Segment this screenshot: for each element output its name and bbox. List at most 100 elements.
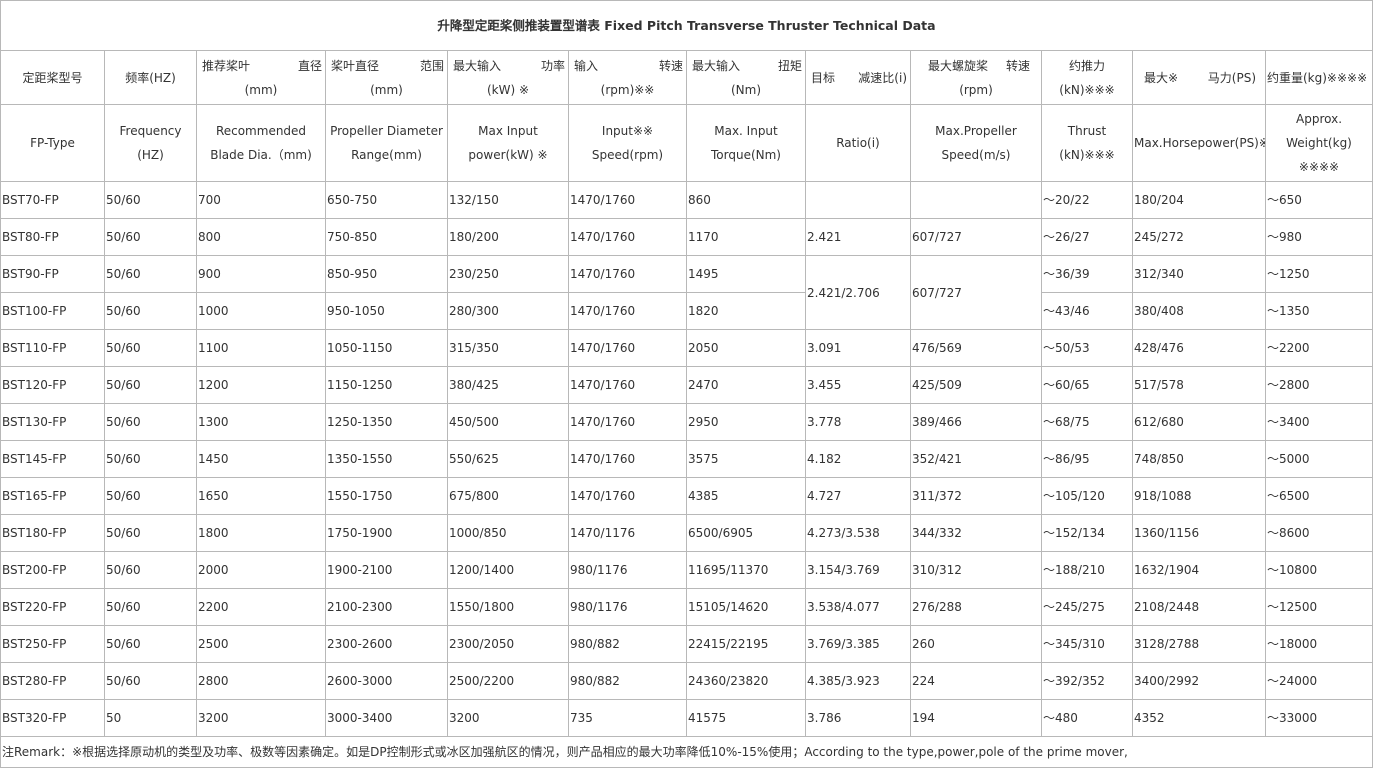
table-row: BST70-FP 50/60 700 650-750 132/150 1470/1760 8… (0, 181, 1373, 219)
cell-power: 315/350 (447, 329, 569, 367)
header-row-cn: 定距桨型号 频率(HZ) 推荐桨叶 直径 (mm) 桨叶直径 范围 (mm) 最大输入功… (0, 50, 1373, 105)
cell-range: 1750-1900 (325, 514, 448, 552)
cell-torque: 4385 (686, 477, 806, 515)
cell-thrust: ～50/53 (1041, 329, 1133, 367)
cell-hp: 612/680 (1132, 403, 1266, 441)
cell-thrust: ～26/27 (1041, 218, 1133, 256)
cell-speed: 980/1176 (568, 588, 687, 626)
cell-freq: 50/60 (104, 181, 197, 219)
header-power-cn: 最大输入 功率 (kW) ※ (447, 50, 569, 105)
cell-ratio: 3.091 (805, 329, 911, 367)
table-row: BST100-FP 50/60 1000 950-1050 280/300 1470/17… (0, 292, 1373, 330)
cell-model: BST250-FP (0, 625, 105, 663)
cell-hp: 1360/1156 (1132, 514, 1266, 552)
cell-range: 2100-2300 (325, 588, 448, 626)
table-row: BST180-FP 50/60 1800 1750-1900 1000/850 1470/… (0, 514, 1373, 552)
cell-power: 1200/1400 (447, 551, 569, 589)
cell-weight: ～6500 (1264, 477, 1373, 515)
table-row: BST90-FP 50/60 900 850-950 230/250 1470/1760 1… (0, 255, 1373, 330)
cell-ratio: 2.421 (805, 218, 911, 256)
table-row: BST145-FP 50/60 1450 1350-1550 550/625 1470/1… (0, 440, 1373, 478)
cell-ratio: 2.421/2.706 (805, 255, 911, 330)
cell-range: 2600-3000 (325, 662, 448, 700)
cell-freq: 50/60 (104, 403, 197, 441)
cell-weight: ～24000 (1264, 662, 1373, 700)
remark-text: 注Remark：※根据选择原动机的类型及功率、极数等因素确定。如是DP控制形式或… (0, 736, 1373, 768)
cell-prop: 476/569 (910, 329, 1042, 367)
cell-ratio: 3.154/3.769 (805, 551, 911, 589)
header-torque-cn: 最大输入 扭矩 (Nm) (686, 50, 806, 105)
cell-model: BST100-FP (0, 292, 105, 330)
header-weight-cn: 约重量(kg)※※※※ (1264, 50, 1373, 105)
header-frequency-en: Frequency (HZ) (104, 104, 197, 182)
cell-torque: 1170 (686, 218, 806, 256)
cell-range: 1550-1750 (325, 477, 448, 515)
cell-thrust: ～20/22 (1041, 181, 1133, 219)
cell-speed: 1470/1760 (568, 329, 687, 367)
cell-thrust: ～43/46 (1041, 292, 1133, 330)
cell-torque: 860 (686, 181, 806, 219)
cell-power: 2500/2200 (447, 662, 569, 700)
cell-blade: 900 (196, 255, 326, 293)
cell-prop: 260 (910, 625, 1042, 663)
cell-thrust: ～152/134 (1041, 514, 1133, 552)
cell-speed: 1470/1760 (568, 403, 687, 441)
cell-prop: 311/372 (910, 477, 1042, 515)
cell-freq: 50 (104, 699, 197, 737)
header-range-cn: 桨叶直径 范围 (mm) (325, 50, 448, 105)
cell-weight: ～33000 (1264, 699, 1373, 737)
cell-model: BST280-FP (0, 662, 105, 700)
cell-freq: 50/60 (104, 514, 197, 552)
cell-prop: 276/288 (910, 588, 1042, 626)
cell-freq: 50/60 (104, 662, 197, 700)
cell-torque: 41575 (686, 699, 806, 737)
cell-ratio: 3.455 (805, 366, 911, 404)
cell-blade: 2200 (196, 588, 326, 626)
table-title: 升降型定距桨侧推装置型谱表 Fixed Pitch Transverse Thr… (0, 0, 1373, 51)
header-speed-en: Input※※ Speed(rpm) (568, 104, 687, 182)
cell-weight: ～3400 (1264, 403, 1373, 441)
cell-weight: ～10800 (1264, 551, 1373, 589)
cell-power: 380/425 (447, 366, 569, 404)
cell-speed: 1470/1760 (568, 440, 687, 478)
cell-ratio: 3.769/3.385 (805, 625, 911, 663)
cell-power: 2300/2050 (447, 625, 569, 663)
cell-prop: 607/727 (910, 218, 1042, 256)
header-model-en: FP-Type (0, 104, 105, 182)
remark-row: 注Remark：※根据选择原动机的类型及功率、极数等因素确定。如是DP控制形式或… (0, 736, 1373, 768)
header-ratio-cn: 目标 减速比(i) (805, 50, 911, 105)
cell-hp: 1632/1904 (1132, 551, 1266, 589)
table-row: BST110-FP 50/60 1100 1050-1150 315/350 1470/1… (0, 329, 1373, 367)
cell-torque: 2050 (686, 329, 806, 367)
cell-thrust: ～345/310 (1041, 625, 1133, 663)
cell-range: 1900-2100 (325, 551, 448, 589)
cell-freq: 50/60 (104, 218, 197, 256)
cell-blade: 1300 (196, 403, 326, 441)
cell-weight: ～980 (1264, 218, 1373, 256)
cell-speed: 1470/1760 (568, 477, 687, 515)
cell-thrust: ～245/275 (1041, 588, 1133, 626)
cell-weight: ～12500 (1264, 588, 1373, 626)
cell-hp: 918/1088 (1132, 477, 1266, 515)
cell-model: BST120-FP (0, 366, 105, 404)
header-speed-cn: 输入 转速 (rpm)※※ (568, 50, 687, 105)
cell-ratio: 4.273/3.538 (805, 514, 911, 552)
cell-prop: 194 (910, 699, 1042, 737)
cell-model: BST180-FP (0, 514, 105, 552)
table-row: BST280-FP 50/60 2800 2600-3000 2500/2200 980/… (0, 662, 1373, 700)
cell-model: BST220-FP (0, 588, 105, 626)
cell-speed: 1470/1760 (568, 255, 687, 293)
cell-prop (910, 181, 1042, 219)
table-row: BST120-FP 50/60 1200 1150-1250 380/425 1470/1… (0, 366, 1373, 404)
cell-power: 1000/850 (447, 514, 569, 552)
cell-hp: 3400/2992 (1132, 662, 1266, 700)
cell-hp: 517/578 (1132, 366, 1266, 404)
table-row: BST220-FP 50/60 2200 2100-2300 1550/1800 980/… (0, 588, 1373, 626)
cell-thrust: ～188/210 (1041, 551, 1133, 589)
cell-prop: 310/312 (910, 551, 1042, 589)
cell-range: 1250-1350 (325, 403, 448, 441)
header-prop-cn: 最大螺旋桨 转速 (rpm) (910, 50, 1042, 105)
header-blade-cn: 推荐桨叶 直径 (mm) (196, 50, 326, 105)
cell-blade: 2000 (196, 551, 326, 589)
